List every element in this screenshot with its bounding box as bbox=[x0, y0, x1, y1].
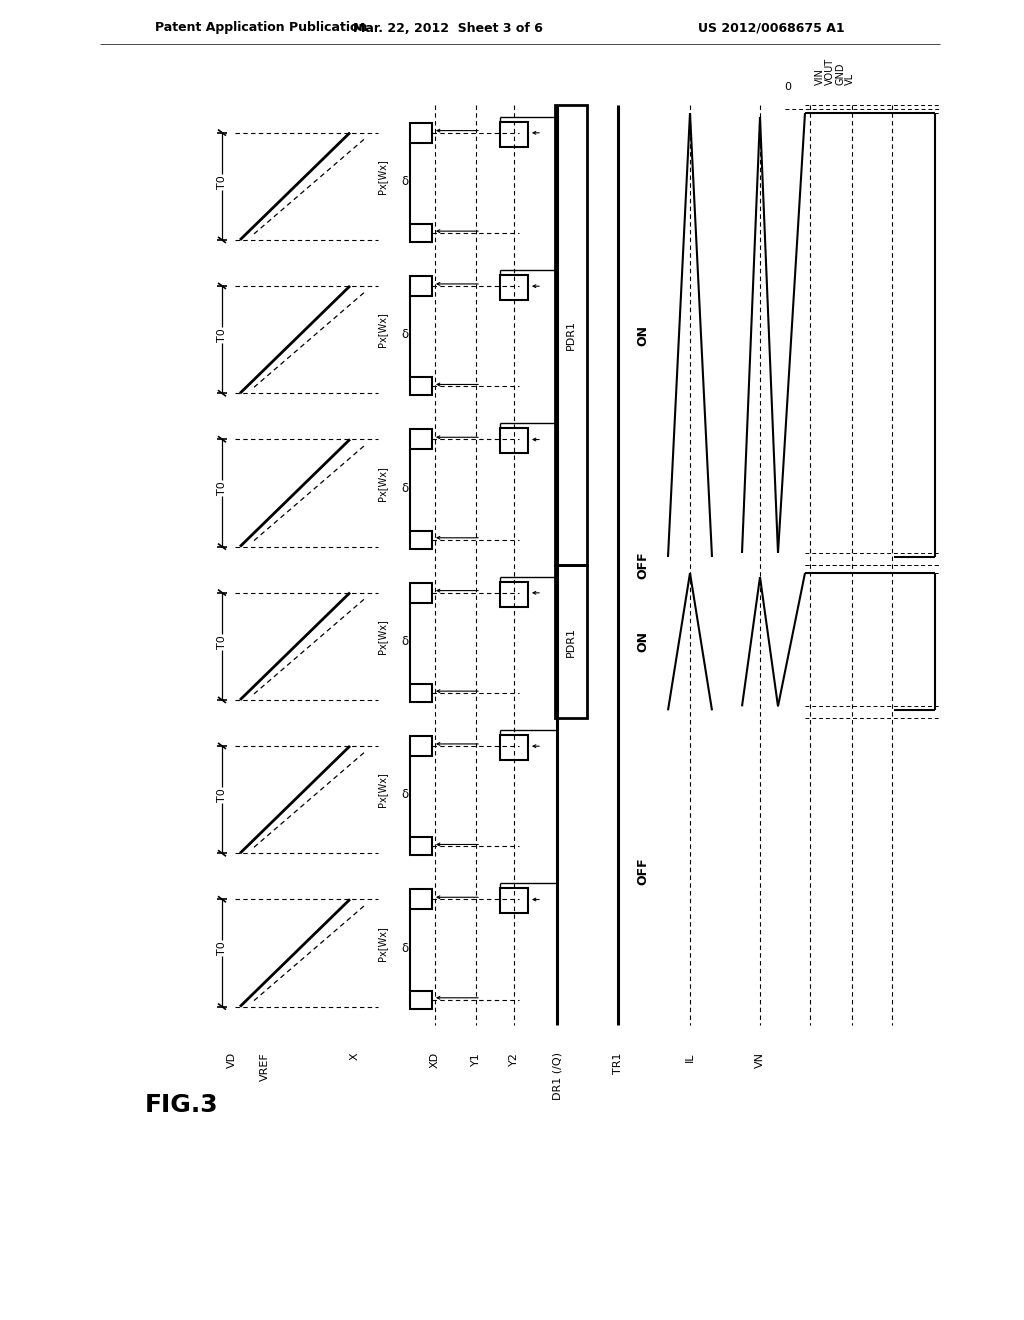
Text: δ: δ bbox=[401, 482, 409, 495]
Bar bbox=[500, 428, 528, 453]
Text: Px[Wx]: Px[Wx] bbox=[377, 772, 387, 808]
Bar bbox=[410, 582, 432, 603]
Bar bbox=[500, 121, 528, 147]
Bar bbox=[410, 378, 432, 395]
Text: T0: T0 bbox=[217, 482, 227, 495]
Bar bbox=[410, 123, 432, 143]
Bar bbox=[500, 275, 528, 300]
Text: T0: T0 bbox=[217, 635, 227, 648]
Bar bbox=[410, 890, 432, 909]
Bar bbox=[500, 735, 528, 760]
Text: 0: 0 bbox=[784, 82, 792, 92]
Bar bbox=[555, 106, 587, 565]
Text: VOUT: VOUT bbox=[825, 58, 835, 84]
Text: Px[Wx]: Px[Wx] bbox=[377, 466, 387, 500]
Text: T0: T0 bbox=[217, 329, 227, 342]
Text: VIN: VIN bbox=[815, 69, 825, 84]
Text: VREF: VREF bbox=[260, 1052, 270, 1081]
Text: T0: T0 bbox=[217, 788, 227, 801]
Text: ON: ON bbox=[637, 631, 649, 652]
Text: Y2: Y2 bbox=[509, 1052, 519, 1065]
Text: Patent Application Publication: Patent Application Publication bbox=[155, 21, 368, 34]
Text: FIG.3: FIG.3 bbox=[145, 1093, 219, 1117]
Text: Px[Wx]: Px[Wx] bbox=[377, 313, 387, 347]
Text: IL: IL bbox=[685, 1052, 695, 1061]
Text: VD: VD bbox=[227, 1052, 237, 1068]
Bar bbox=[410, 429, 432, 449]
Text: PDR1: PDR1 bbox=[566, 627, 575, 656]
Bar bbox=[410, 224, 432, 242]
Text: δ: δ bbox=[401, 942, 409, 954]
Bar bbox=[500, 582, 528, 607]
Text: T0: T0 bbox=[217, 941, 227, 956]
Text: ON: ON bbox=[637, 325, 649, 346]
Text: TR1: TR1 bbox=[613, 1052, 623, 1073]
Text: δ: δ bbox=[401, 329, 409, 342]
Bar bbox=[410, 531, 432, 549]
Text: VL: VL bbox=[845, 73, 855, 84]
Bar bbox=[410, 990, 432, 1008]
Text: X: X bbox=[350, 1052, 360, 1060]
Text: Px[Wx]: Px[Wx] bbox=[377, 619, 387, 655]
Bar bbox=[410, 684, 432, 702]
Text: δ: δ bbox=[401, 635, 409, 648]
Text: T0: T0 bbox=[217, 174, 227, 189]
Text: Px[Wx]: Px[Wx] bbox=[377, 160, 387, 194]
Bar bbox=[410, 837, 432, 855]
Text: PDR1: PDR1 bbox=[566, 319, 575, 350]
Text: δ: δ bbox=[401, 176, 409, 189]
Bar bbox=[500, 888, 528, 913]
Bar bbox=[410, 276, 432, 296]
Text: Mar. 22, 2012  Sheet 3 of 6: Mar. 22, 2012 Sheet 3 of 6 bbox=[353, 21, 543, 34]
Bar bbox=[555, 565, 587, 718]
Text: Px[Wx]: Px[Wx] bbox=[377, 925, 387, 961]
Text: US 2012/0068675 A1: US 2012/0068675 A1 bbox=[698, 21, 845, 34]
Text: VN: VN bbox=[755, 1052, 765, 1068]
Text: δ: δ bbox=[401, 788, 409, 801]
Text: XD: XD bbox=[430, 1052, 440, 1068]
Text: DR1 (/Q): DR1 (/Q) bbox=[552, 1052, 562, 1100]
Bar bbox=[410, 737, 432, 756]
Text: Y1: Y1 bbox=[471, 1052, 481, 1065]
Text: OFF: OFF bbox=[637, 552, 649, 578]
Text: OFF: OFF bbox=[637, 858, 649, 886]
Text: GND: GND bbox=[835, 62, 845, 84]
